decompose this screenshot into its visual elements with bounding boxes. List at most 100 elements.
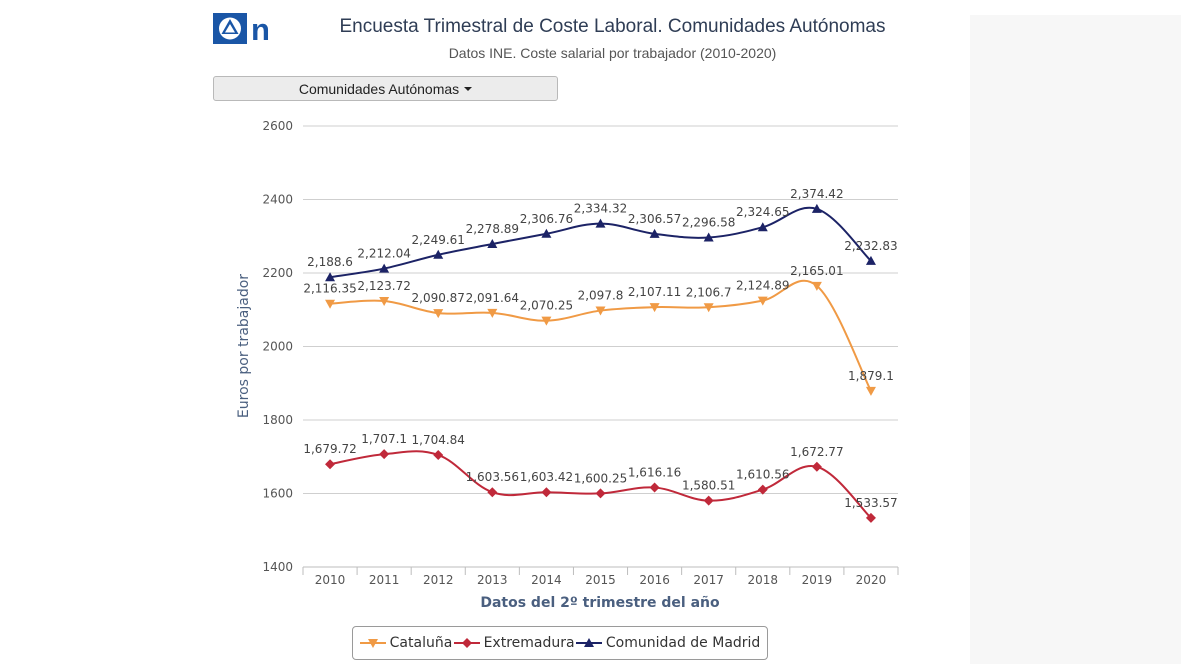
chart-legend: Cataluña Extremadura Comunidad de Madrid	[352, 626, 768, 660]
triangle-up-icon	[575, 638, 602, 647]
svg-text:n: n	[251, 13, 270, 44]
chart-subtitle: Datos INE. Coste salarial por trabajador…	[448, 45, 777, 61]
data-label: 2,106.7	[686, 285, 732, 299]
data-point	[595, 488, 606, 499]
legend-item-madrid[interactable]: Comunidad de Madrid	[575, 635, 761, 651]
data-point	[811, 281, 822, 291]
data-point	[865, 386, 876, 396]
data-label: 2,090.87	[412, 291, 465, 305]
x-tick-label: 2017	[693, 573, 724, 587]
data-point	[487, 487, 498, 498]
data-point	[865, 255, 876, 265]
data-label: 2,091.64	[466, 291, 519, 305]
caret-down-icon	[464, 86, 473, 91]
data-point	[541, 228, 552, 238]
x-tick-label: 2010	[315, 573, 346, 587]
series-line	[329, 279, 872, 392]
data-point	[703, 303, 714, 313]
legend-item-extremadura[interactable]: Extremadura	[453, 635, 575, 651]
data-label: 2,212.04	[357, 247, 410, 261]
data-label: 2,070.25	[520, 299, 573, 313]
data-label: 1,533.57	[844, 496, 897, 510]
region-dropdown[interactable]: Comunidades Autónomas	[213, 76, 558, 101]
x-tick-label: 2016	[639, 573, 670, 587]
data-label: 2,188.6	[307, 255, 353, 269]
data-point	[811, 461, 822, 472]
data-label: 2,123.72	[357, 279, 410, 293]
data-label: 1,879.1	[848, 369, 894, 383]
data-label: 1,603.56	[466, 470, 519, 484]
data-label: 2,324.65	[736, 205, 789, 219]
data-label: 1,580.51	[682, 479, 735, 493]
data-point	[325, 459, 336, 470]
y-axis: 1400 1600 1800 2000 2200 2400 2600	[262, 119, 293, 574]
data-label: 2,296.58	[682, 216, 735, 230]
data-point	[379, 263, 390, 273]
data-labels: 2,116.35 2,123.722,090.87 2,091.642,070.25…	[303, 187, 897, 510]
data-point	[541, 487, 552, 498]
data-point	[865, 512, 876, 523]
legend-item-cataluna[interactable]: Cataluña	[359, 635, 453, 651]
data-label: 1,672.77	[790, 445, 843, 459]
y-tick-label: 1600	[262, 487, 293, 501]
data-label: 2,116.35	[303, 282, 356, 296]
data-point	[811, 203, 822, 213]
data-label: 1,610.56	[736, 468, 789, 482]
side-panel	[970, 15, 1181, 664]
data-label: 2,278.89	[466, 222, 519, 236]
diamond-icon	[453, 638, 480, 648]
data-point	[703, 232, 714, 242]
y-tick-label: 2600	[262, 119, 293, 133]
triangle-down-icon	[359, 639, 386, 648]
y-tick-label: 2000	[262, 340, 293, 354]
data-point	[433, 449, 444, 460]
region-dropdown-label: Comunidades Autónomas	[298, 80, 460, 97]
x-tick-label: 2012	[423, 573, 454, 587]
chart-title: Encuesta Trimestral de Coste Laboral. Co…	[339, 16, 886, 37]
y-tick-label: 1800	[262, 413, 293, 427]
data-point	[595, 218, 606, 228]
x-tick-label: 2014	[531, 573, 562, 587]
x-tick-label: 2018	[747, 573, 778, 587]
y-axis-title: Euros por trabajador	[236, 274, 252, 418]
data-point	[379, 449, 390, 460]
data-label: 2,124.89	[736, 279, 789, 293]
data-point	[649, 303, 660, 313]
legend-label: Extremadura	[483, 635, 575, 651]
y-tick-label: 1400	[262, 560, 293, 574]
data-point	[433, 309, 444, 319]
data-label: 2,249.61	[412, 233, 465, 247]
data-point	[487, 239, 498, 249]
data-point	[703, 495, 714, 506]
legend-label: Comunidad de Madrid	[605, 635, 761, 651]
data-label: 1,603.42	[520, 470, 573, 484]
x-axis-title: Datos del 2º trimestre del año	[480, 595, 720, 611]
legend-label: Cataluña	[389, 635, 453, 651]
data-label: 2,232.83	[844, 239, 897, 253]
series-group	[325, 203, 876, 523]
data-point	[757, 222, 768, 232]
data-label: 2,097.8	[578, 289, 624, 303]
x-tick-label: 2015	[585, 573, 616, 587]
data-point	[757, 296, 768, 306]
data-label: 2,374.42	[790, 187, 843, 201]
data-point	[757, 484, 768, 495]
y-tick-label: 2200	[262, 266, 293, 280]
data-point	[433, 249, 444, 259]
data-label: 1,704.84	[412, 433, 465, 447]
data-point	[649, 482, 660, 493]
data-point	[325, 299, 336, 309]
data-label: 2,165.01	[790, 264, 843, 278]
data-point	[649, 228, 660, 238]
data-label: 1,707.1	[361, 432, 407, 446]
data-label: 2,306.76	[520, 212, 573, 226]
data-label: 1,616.16	[628, 466, 681, 480]
data-point	[595, 306, 606, 316]
data-label: 1,600.25	[574, 471, 627, 485]
data-label: 2,107.11	[628, 285, 681, 299]
data-point	[325, 272, 336, 282]
y-tick-label: 2400	[262, 193, 293, 207]
data-label: 2,306.57	[628, 212, 681, 226]
data-point	[541, 316, 552, 326]
